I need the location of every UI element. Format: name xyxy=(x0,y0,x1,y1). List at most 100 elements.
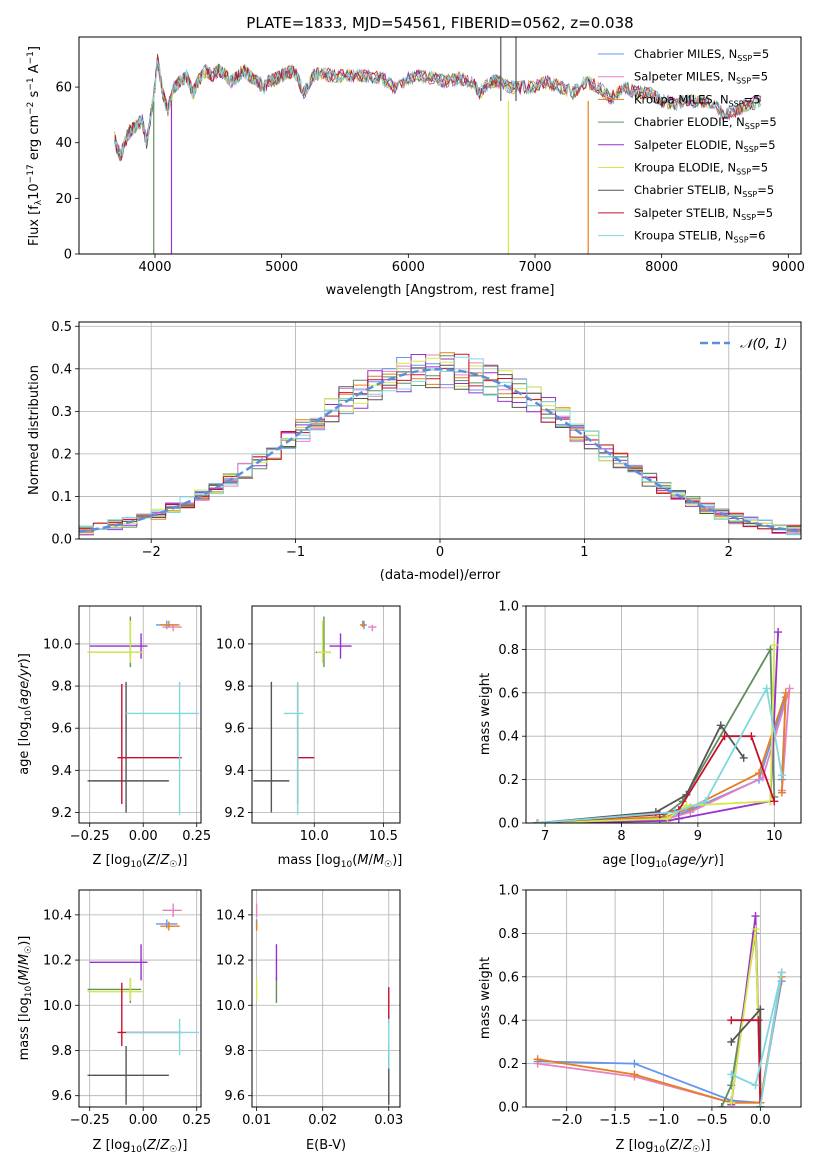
weight-marker xyxy=(727,1037,736,1046)
axes-frame xyxy=(78,889,202,1108)
weight-marker xyxy=(754,1016,763,1025)
legend-label: Chabrier ELODIE, NSSP=5 xyxy=(634,115,777,131)
legend-label: Chabrier MILES, NSSP=5 xyxy=(634,47,769,63)
x-tick-label: 0 xyxy=(436,545,444,560)
y-tick-label: 0.2 xyxy=(498,773,519,788)
y-tick-label: 10.2 xyxy=(43,954,72,969)
axes-frame xyxy=(525,889,802,1108)
x-axis-label: (data-model)/error xyxy=(380,568,501,583)
weight-marker xyxy=(717,1103,726,1107)
weight-marker xyxy=(754,769,763,778)
x-tick-label: 5000 xyxy=(265,260,298,275)
weight-marker xyxy=(747,732,756,741)
y-tick-label: 10.0 xyxy=(216,999,245,1014)
histogram-step xyxy=(79,356,801,536)
age-weight-panel: 7 8 9 10 0.0 0.2 0.4 0.6 0.8 1.0 age [log10(age/yr… xyxy=(478,600,802,870)
grid-lines xyxy=(79,606,201,823)
weight-marker xyxy=(756,1005,765,1014)
x-tick-label: −2.0 xyxy=(551,1113,583,1128)
weight-marker xyxy=(701,797,710,806)
y-tick-label: 20 xyxy=(55,192,72,207)
weight-marker xyxy=(781,688,790,697)
plot-area xyxy=(533,628,794,823)
weight-marker xyxy=(762,684,771,693)
x-tick-label: 2 xyxy=(725,545,733,560)
y-tick-label: 10.4 xyxy=(216,908,245,923)
y-tick-label: 10.0 xyxy=(43,999,72,1014)
weight-marker xyxy=(720,732,729,741)
plot-area xyxy=(79,352,801,536)
y-tick-label: 9.6 xyxy=(51,1089,72,1104)
weight-marker xyxy=(533,1055,542,1064)
x-tick-label: 0.25 xyxy=(182,1113,211,1128)
y-tick-label: 0.0 xyxy=(51,533,72,548)
y-tick-label: 0.8 xyxy=(498,643,519,658)
y-tick-label: 0.2 xyxy=(51,447,72,462)
legend-label: Salpeter STELIB, NSSP=5 xyxy=(634,206,773,222)
y-tick-label: 9.2 xyxy=(224,806,245,821)
x-axis-label: Z [log10(Z/Z☉)] xyxy=(616,1138,711,1155)
x-tick-label: −1.5 xyxy=(599,1113,631,1128)
y-tick-label: 9.6 xyxy=(224,722,245,737)
y-tick-label: 1.0 xyxy=(498,600,519,615)
axes-frame xyxy=(78,605,202,824)
weight-marker xyxy=(630,1059,639,1068)
y-tick-label: 0.5 xyxy=(51,320,72,335)
x-tick-label: 0.25 xyxy=(182,829,211,844)
weight-marker xyxy=(674,814,683,823)
grid-lines xyxy=(526,605,801,824)
x-tick-label: −0.25 xyxy=(70,1113,110,1128)
y-tick-label: 10.2 xyxy=(216,954,245,969)
weight-marker xyxy=(751,925,760,934)
ebv-mass-panel: 0.01 0.02 0.03 9.6 9.8 10.0 10.2 10.4 E(B-V) xyxy=(216,889,403,1153)
x-tick-label: −1.0 xyxy=(648,1113,680,1128)
weight-line xyxy=(537,645,776,823)
weight-marker xyxy=(756,1103,765,1107)
weight-marker xyxy=(533,819,542,823)
y-tick-label: 9.8 xyxy=(51,1044,72,1059)
y-axis-label: age [log10(age/yr)] xyxy=(17,653,34,775)
weight-marker xyxy=(770,641,779,650)
histogram-step xyxy=(79,354,801,536)
axes-frame xyxy=(251,605,401,824)
weight-marker xyxy=(630,1070,639,1079)
normal-curve xyxy=(79,368,801,533)
axes-frame xyxy=(78,321,802,540)
weight-marker xyxy=(670,808,679,817)
y-tick-label: 60 xyxy=(55,81,72,96)
y-tick-label: 40 xyxy=(55,136,72,151)
x-axis-label: E(B-V) xyxy=(306,1138,346,1153)
weight-marker xyxy=(727,1070,736,1079)
x-tick-label: −0.5 xyxy=(696,1113,728,1128)
x-tick-label: 4000 xyxy=(138,260,171,275)
x-tick-label: 9 xyxy=(694,829,702,844)
x-tick-label: 0.00 xyxy=(129,1113,158,1128)
weight-marker xyxy=(739,753,748,762)
x-tick-label: 1 xyxy=(580,545,588,560)
x-axis-label: wavelength [Angstrom, rest frame] xyxy=(326,283,555,298)
y-tick-label: 9.4 xyxy=(224,764,245,779)
x-tick-label: −1 xyxy=(286,545,305,560)
mass-age-panel: 10.0 10.5 9.2 9.4 9.6 9.8 10.0 mass [log10(M/M☉… xyxy=(216,605,402,870)
x-tick-label: 10.5 xyxy=(369,829,398,844)
plot-area xyxy=(87,903,199,1105)
weight-marker xyxy=(663,814,672,823)
weight-marker xyxy=(751,1081,760,1090)
weight-marker xyxy=(785,684,794,693)
y-tick-label: 9.6 xyxy=(51,722,72,737)
y-tick-label: 0.0 xyxy=(498,817,519,832)
x-axis-label: Z [log10(Z/Z☉)] xyxy=(93,1138,188,1155)
y-tick-label: 9.8 xyxy=(224,1044,245,1059)
histogram-step xyxy=(79,353,801,533)
grid-lines xyxy=(79,890,201,1107)
weight-marker xyxy=(751,912,760,921)
y-tick-label: 9.8 xyxy=(51,680,72,695)
y-tick-label: 0.0 xyxy=(498,1101,519,1116)
weight-line xyxy=(537,723,745,823)
axes-frame xyxy=(251,889,401,1108)
y-tick-label: 9.6 xyxy=(224,1089,245,1104)
grid-lines xyxy=(252,890,400,1107)
weight-line xyxy=(730,972,783,1107)
legend-label: Kroupa MILES, NSSP=5 xyxy=(634,92,760,108)
